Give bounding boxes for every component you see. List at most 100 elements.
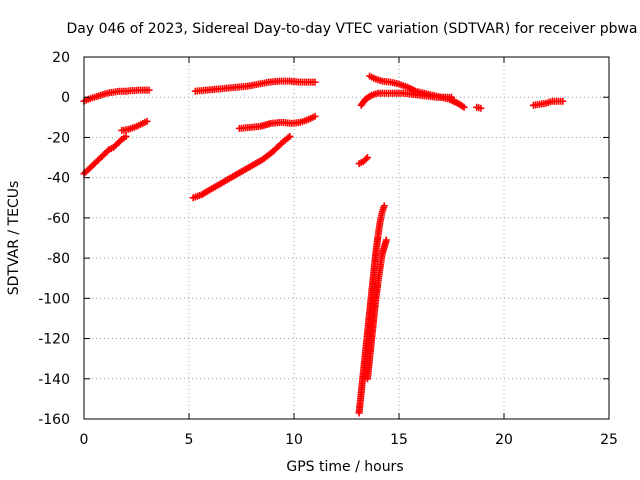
data-point-cluster bbox=[401, 89, 413, 98]
data-point-cluster bbox=[550, 97, 560, 105]
data-point-cluster bbox=[86, 163, 95, 172]
data-point-cluster bbox=[124, 87, 134, 95]
data-point-cluster bbox=[133, 121, 143, 130]
y-tick-label: -120 bbox=[38, 332, 70, 348]
x-tick-label: 20 bbox=[495, 432, 513, 448]
y-tick-label: -60 bbox=[47, 211, 70, 227]
x-tick-label: 10 bbox=[285, 432, 303, 448]
data-point bbox=[477, 104, 485, 112]
data-point-cluster bbox=[290, 119, 302, 127]
chart-title: Day 046 of 2023, Sidereal Day-to-day VTE… bbox=[66, 21, 637, 37]
data-point-cluster bbox=[130, 86, 140, 94]
data-point bbox=[364, 154, 371, 162]
data-point-cluster bbox=[139, 118, 149, 127]
data-point-cluster bbox=[239, 163, 254, 175]
data-point-cluster bbox=[376, 89, 388, 97]
x-tick-label: 0 bbox=[80, 432, 89, 448]
data-point-cluster bbox=[435, 93, 447, 101]
data-series bbox=[189, 132, 294, 202]
data-point bbox=[559, 97, 567, 105]
data-point-cluster bbox=[374, 220, 384, 238]
axis-ticks: 0 5 10 15 20 25 -160 -140 -120 -100 -80 -60 -40 -20 0 2… bbox=[38, 50, 618, 448]
data-series bbox=[366, 72, 468, 111]
data-point-cluster bbox=[250, 157, 265, 169]
data-point bbox=[380, 202, 388, 210]
data-point-cluster bbox=[126, 124, 136, 133]
data-point-cluster bbox=[370, 90, 380, 99]
data-point-cluster bbox=[199, 187, 212, 198]
data-point-cluster bbox=[99, 90, 109, 99]
data-point-cluster bbox=[368, 73, 378, 82]
data-point-cluster bbox=[208, 181, 223, 193]
data-series bbox=[191, 77, 319, 95]
data-point-cluster bbox=[389, 79, 401, 88]
data-point-cluster bbox=[374, 76, 384, 84]
data-point-cluster bbox=[368, 270, 378, 294]
data-point-cluster bbox=[366, 290, 376, 315]
data-point-cluster bbox=[443, 93, 453, 101]
x-tick-label: 15 bbox=[390, 432, 408, 448]
y-tick-label: -20 bbox=[47, 130, 70, 146]
data-point-cluster bbox=[364, 310, 373, 335]
data-point bbox=[311, 112, 319, 120]
data-point-cluster bbox=[191, 192, 203, 201]
data-series bbox=[364, 236, 390, 383]
data-point-cluster bbox=[260, 149, 275, 162]
data-point-cluster bbox=[380, 77, 392, 86]
data-point-cluster bbox=[370, 250, 380, 274]
data-point-cluster bbox=[363, 92, 374, 102]
data-point bbox=[382, 236, 390, 244]
grid bbox=[84, 57, 609, 419]
data-point-cluster bbox=[81, 167, 91, 176]
data-point-cluster bbox=[370, 296, 380, 321]
data-point-cluster bbox=[93, 92, 103, 101]
data-point-cluster bbox=[298, 116, 311, 126]
data-point-cluster bbox=[112, 88, 122, 96]
data-point-cluster bbox=[281, 134, 292, 144]
y-tick-label: 20 bbox=[52, 50, 70, 66]
y-axis-label: SDTVAR / TECUs bbox=[6, 181, 22, 296]
data-point-cluster bbox=[361, 155, 370, 164]
data-point-cluster bbox=[366, 336, 376, 361]
data-point bbox=[145, 86, 153, 94]
data-series bbox=[80, 86, 153, 105]
data-point-cluster bbox=[368, 316, 378, 341]
x-tick-label: 5 bbox=[185, 432, 194, 448]
data-point-cluster bbox=[105, 89, 115, 97]
data-point-cluster bbox=[418, 91, 430, 100]
data-point bbox=[122, 132, 130, 140]
data-point-cluster bbox=[137, 86, 147, 94]
data-point-cluster bbox=[362, 330, 371, 355]
data-series bbox=[355, 154, 371, 168]
data-point-cluster bbox=[397, 81, 409, 90]
x-tick-label: 25 bbox=[600, 432, 618, 448]
data-series bbox=[355, 202, 388, 417]
data-point-cluster bbox=[364, 356, 373, 381]
data-point-cluster bbox=[544, 98, 554, 107]
data-point-cluster bbox=[359, 350, 369, 375]
data-point bbox=[460, 103, 468, 111]
data-point-cluster bbox=[532, 101, 542, 109]
data-point-cluster bbox=[385, 89, 397, 97]
data-point-cluster bbox=[357, 371, 367, 395]
x-axis-label: GPS time / hours bbox=[286, 459, 403, 475]
y-tick-label: -40 bbox=[47, 171, 70, 187]
data-series bbox=[357, 89, 455, 109]
y-tick-label: 0 bbox=[61, 90, 70, 106]
data-point bbox=[448, 93, 455, 101]
data-series bbox=[473, 103, 485, 112]
data-point-cluster bbox=[393, 89, 405, 97]
data-point-cluster bbox=[102, 147, 112, 156]
data-point-cluster bbox=[410, 90, 422, 99]
data-series bbox=[80, 132, 130, 178]
data-point-cluster bbox=[358, 97, 368, 108]
data-point-cluster bbox=[538, 100, 548, 108]
data-series bbox=[118, 117, 151, 134]
data-point-cluster bbox=[455, 100, 467, 110]
plot-frame bbox=[83, 56, 610, 420]
data-point-cluster bbox=[270, 139, 286, 154]
data-point-cluster bbox=[427, 92, 439, 101]
data-point bbox=[311, 78, 319, 86]
y-tick-label: -140 bbox=[38, 372, 70, 388]
